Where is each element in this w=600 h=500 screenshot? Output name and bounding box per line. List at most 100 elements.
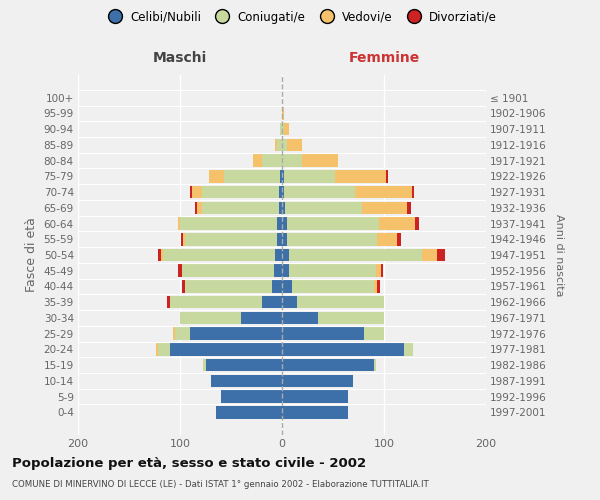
Bar bbox=[158, 248, 161, 262]
Bar bbox=[173, 328, 175, 340]
Bar bbox=[397, 233, 401, 245]
Bar bbox=[190, 186, 192, 198]
Bar bbox=[275, 138, 277, 151]
Bar bbox=[282, 264, 289, 277]
Bar bbox=[167, 296, 170, 308]
Bar bbox=[298, 296, 384, 308]
Bar bbox=[279, 186, 282, 198]
Bar bbox=[412, 186, 413, 198]
Bar bbox=[202, 202, 279, 214]
Bar bbox=[203, 359, 206, 372]
Bar bbox=[364, 328, 384, 340]
Bar bbox=[282, 233, 287, 245]
Bar bbox=[241, 312, 282, 324]
Bar bbox=[178, 264, 182, 277]
Bar bbox=[377, 280, 380, 293]
Bar bbox=[335, 170, 386, 182]
Bar bbox=[407, 202, 410, 214]
Bar bbox=[284, 186, 355, 198]
Bar bbox=[280, 170, 282, 182]
Bar bbox=[282, 296, 298, 308]
Bar bbox=[280, 123, 282, 136]
Y-axis label: Anni di nascita: Anni di nascita bbox=[554, 214, 563, 296]
Bar bbox=[282, 406, 349, 418]
Bar bbox=[374, 280, 377, 293]
Bar bbox=[277, 233, 282, 245]
Bar bbox=[282, 280, 292, 293]
Y-axis label: Fasce di età: Fasce di età bbox=[25, 218, 38, 292]
Bar bbox=[272, 280, 282, 293]
Bar bbox=[178, 217, 180, 230]
Bar bbox=[202, 186, 279, 198]
Bar bbox=[282, 374, 353, 387]
Bar bbox=[377, 233, 397, 245]
Bar bbox=[376, 264, 381, 277]
Text: Popolazione per età, sesso e stato civile - 2002: Popolazione per età, sesso e stato civil… bbox=[12, 458, 366, 470]
Bar bbox=[318, 312, 384, 324]
Text: Maschi: Maschi bbox=[153, 51, 207, 65]
Bar bbox=[282, 202, 285, 214]
Bar bbox=[386, 170, 388, 182]
Bar bbox=[282, 138, 287, 151]
Bar bbox=[206, 359, 282, 372]
Bar bbox=[282, 170, 284, 182]
Bar bbox=[284, 123, 289, 136]
Bar bbox=[262, 154, 282, 167]
Bar bbox=[197, 202, 202, 214]
Bar bbox=[282, 328, 364, 340]
Bar bbox=[183, 233, 185, 245]
Bar bbox=[404, 343, 413, 355]
Bar bbox=[224, 170, 280, 182]
Bar bbox=[292, 280, 374, 293]
Bar bbox=[279, 202, 282, 214]
Bar bbox=[282, 107, 284, 120]
Bar bbox=[282, 312, 318, 324]
Bar bbox=[287, 138, 302, 151]
Bar bbox=[180, 217, 277, 230]
Bar bbox=[285, 202, 362, 214]
Bar bbox=[355, 186, 412, 198]
Bar bbox=[282, 154, 302, 167]
Bar bbox=[274, 264, 282, 277]
Bar bbox=[158, 343, 170, 355]
Legend: Celibi/Nubili, Coniugati/e, Vedovi/e, Divorziati/e: Celibi/Nubili, Coniugati/e, Vedovi/e, Di… bbox=[98, 6, 502, 28]
Bar bbox=[221, 390, 282, 403]
Bar bbox=[282, 390, 349, 403]
Bar bbox=[289, 248, 422, 262]
Bar bbox=[282, 123, 284, 136]
Bar bbox=[437, 248, 445, 262]
Bar bbox=[287, 233, 377, 245]
Bar bbox=[161, 248, 163, 262]
Bar bbox=[289, 264, 376, 277]
Bar bbox=[182, 280, 185, 293]
Bar bbox=[190, 328, 282, 340]
Bar bbox=[181, 233, 183, 245]
Bar bbox=[209, 170, 224, 182]
Bar bbox=[275, 248, 282, 262]
Bar bbox=[170, 343, 282, 355]
Bar bbox=[253, 154, 262, 167]
Bar bbox=[282, 343, 404, 355]
Bar bbox=[182, 264, 274, 277]
Bar bbox=[422, 248, 437, 262]
Bar bbox=[302, 154, 338, 167]
Bar bbox=[282, 186, 284, 198]
Bar bbox=[415, 217, 419, 230]
Bar bbox=[196, 202, 197, 214]
Bar bbox=[175, 328, 190, 340]
Bar bbox=[216, 406, 282, 418]
Bar bbox=[180, 312, 241, 324]
Bar bbox=[284, 170, 335, 182]
Bar bbox=[282, 359, 374, 372]
Bar bbox=[185, 280, 272, 293]
Bar bbox=[379, 217, 415, 230]
Bar bbox=[192, 186, 202, 198]
Bar bbox=[282, 248, 289, 262]
Bar bbox=[362, 202, 407, 214]
Bar bbox=[277, 138, 282, 151]
Bar bbox=[287, 217, 379, 230]
Bar bbox=[277, 217, 282, 230]
Bar bbox=[163, 248, 275, 262]
Bar bbox=[185, 233, 277, 245]
Bar bbox=[262, 296, 282, 308]
